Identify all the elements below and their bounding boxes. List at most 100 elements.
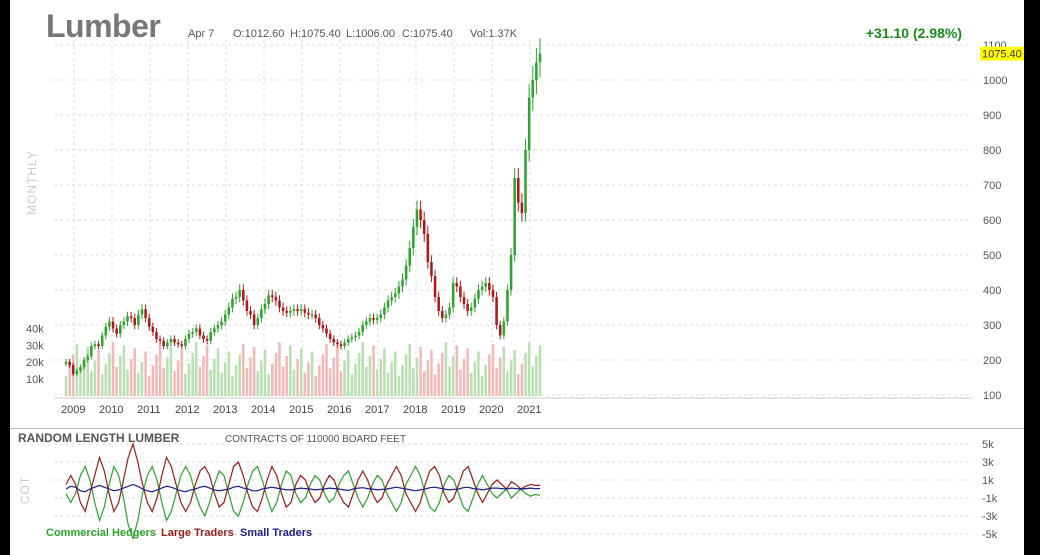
cot-chart[interactable]: 5k 3k 1k -1k -3k -5k bbox=[10, 429, 1024, 555]
candle-body bbox=[108, 321, 111, 327]
y-tick-label: 1000 bbox=[983, 75, 1007, 87]
candle-body bbox=[321, 325, 325, 329]
candle-body bbox=[93, 344, 97, 346]
cot-y-tick-label: -1k bbox=[982, 493, 998, 505]
volume-bar bbox=[350, 374, 354, 396]
candle-body bbox=[198, 328, 202, 336]
low-label: L:1006.00 bbox=[346, 28, 395, 40]
volume-bar bbox=[242, 343, 245, 396]
candle-body bbox=[386, 300, 390, 308]
candle-body bbox=[97, 344, 100, 346]
candle-body bbox=[502, 321, 506, 336]
volume-bar bbox=[372, 345, 375, 396]
cot-series-large-traders bbox=[65, 441, 540, 514]
last-price-highlight bbox=[980, 46, 1024, 61]
candle-body bbox=[71, 365, 75, 374]
y-tick-label: 900 bbox=[983, 110, 1001, 122]
y-tick-label: 600 bbox=[983, 215, 1001, 227]
candle-body bbox=[455, 283, 459, 287]
volume-bar bbox=[223, 362, 227, 396]
candle-body bbox=[477, 290, 480, 299]
candle-body bbox=[343, 342, 346, 346]
candle-body bbox=[506, 290, 509, 322]
y-tick-label: 800 bbox=[983, 145, 1001, 157]
candle-body bbox=[495, 297, 498, 325]
candle-body bbox=[111, 321, 115, 329]
candle-body bbox=[441, 311, 444, 318]
candle-body bbox=[296, 309, 299, 311]
candle-body bbox=[469, 307, 473, 311]
candle-body bbox=[394, 293, 397, 297]
volume-bar bbox=[538, 345, 542, 396]
x-tick-label: 2016 bbox=[327, 404, 351, 416]
volume-bar bbox=[227, 351, 231, 396]
candle-body bbox=[390, 297, 393, 301]
volume-bar bbox=[198, 366, 202, 396]
candle-body bbox=[339, 344, 343, 346]
candle-body bbox=[104, 326, 108, 336]
candle-body bbox=[419, 209, 422, 220]
volume-bar bbox=[133, 348, 137, 396]
high-label: H:1075.40 bbox=[290, 28, 341, 40]
volume-bar bbox=[451, 355, 455, 396]
cot-y-tick-label: 1k bbox=[982, 475, 994, 487]
candle-body bbox=[303, 309, 307, 313]
y-tick-label: 100 bbox=[983, 390, 1001, 402]
x-tick-label: 2013 bbox=[213, 404, 237, 416]
volume-bar bbox=[491, 343, 495, 396]
volume-bar bbox=[401, 365, 404, 396]
candle-body bbox=[173, 339, 176, 343]
volume-bar bbox=[278, 342, 281, 396]
volume-bar bbox=[285, 355, 288, 396]
volume-bar bbox=[455, 345, 459, 396]
candle-body bbox=[252, 314, 256, 325]
volume-bar bbox=[260, 360, 263, 396]
candle-body bbox=[433, 276, 437, 297]
candle-body bbox=[459, 286, 462, 297]
volume-bar bbox=[513, 349, 516, 396]
candle-body bbox=[144, 309, 147, 318]
x-tick-label: 2017 bbox=[365, 404, 389, 416]
candle-body bbox=[133, 318, 137, 325]
candle-body bbox=[194, 328, 198, 332]
volume-bar bbox=[332, 357, 336, 396]
y-tick-label: 500 bbox=[983, 250, 1001, 262]
volume-bar bbox=[368, 355, 372, 396]
candle-body bbox=[205, 339, 209, 341]
volume-bar bbox=[216, 348, 220, 396]
volume-bar bbox=[155, 354, 158, 396]
volume-bar bbox=[292, 369, 296, 396]
candle-body bbox=[209, 332, 212, 341]
candle-body bbox=[278, 300, 281, 308]
x-tick-label: 2020 bbox=[479, 404, 503, 416]
volume-bar bbox=[166, 357, 169, 396]
volume-bar bbox=[314, 375, 317, 396]
x-tick-label: 2012 bbox=[175, 404, 199, 416]
volume-bar bbox=[205, 345, 209, 396]
candle-body bbox=[350, 337, 354, 339]
cot-title: RANDOM LENGTH LUMBER bbox=[18, 431, 180, 445]
candle-body bbox=[234, 297, 238, 299]
volume-bar bbox=[462, 359, 466, 396]
volume-bar bbox=[173, 371, 176, 396]
volume-bar bbox=[307, 362, 310, 396]
volume-bar bbox=[386, 372, 390, 396]
candle-body bbox=[354, 335, 357, 338]
volume-bar bbox=[535, 355, 538, 396]
volume-bar bbox=[339, 371, 343, 396]
volume-bar bbox=[412, 368, 415, 396]
volume-bar bbox=[383, 348, 386, 396]
volume-bar bbox=[144, 351, 147, 396]
volume-label: Vol:1.37K bbox=[470, 28, 518, 40]
symbol-title: Lumber bbox=[46, 8, 161, 44]
candle-body bbox=[538, 53, 542, 63]
candle-body bbox=[480, 286, 484, 290]
candle-body bbox=[227, 307, 231, 315]
volume-bar bbox=[140, 362, 144, 396]
chart-frame: Lumber Apr 7 O:1012.60 H:1075.40 L:1006.… bbox=[10, 0, 1024, 555]
volume-bar bbox=[245, 368, 249, 396]
candle-body bbox=[100, 335, 104, 346]
volume-bar bbox=[321, 354, 325, 396]
volume-bar bbox=[162, 368, 165, 396]
